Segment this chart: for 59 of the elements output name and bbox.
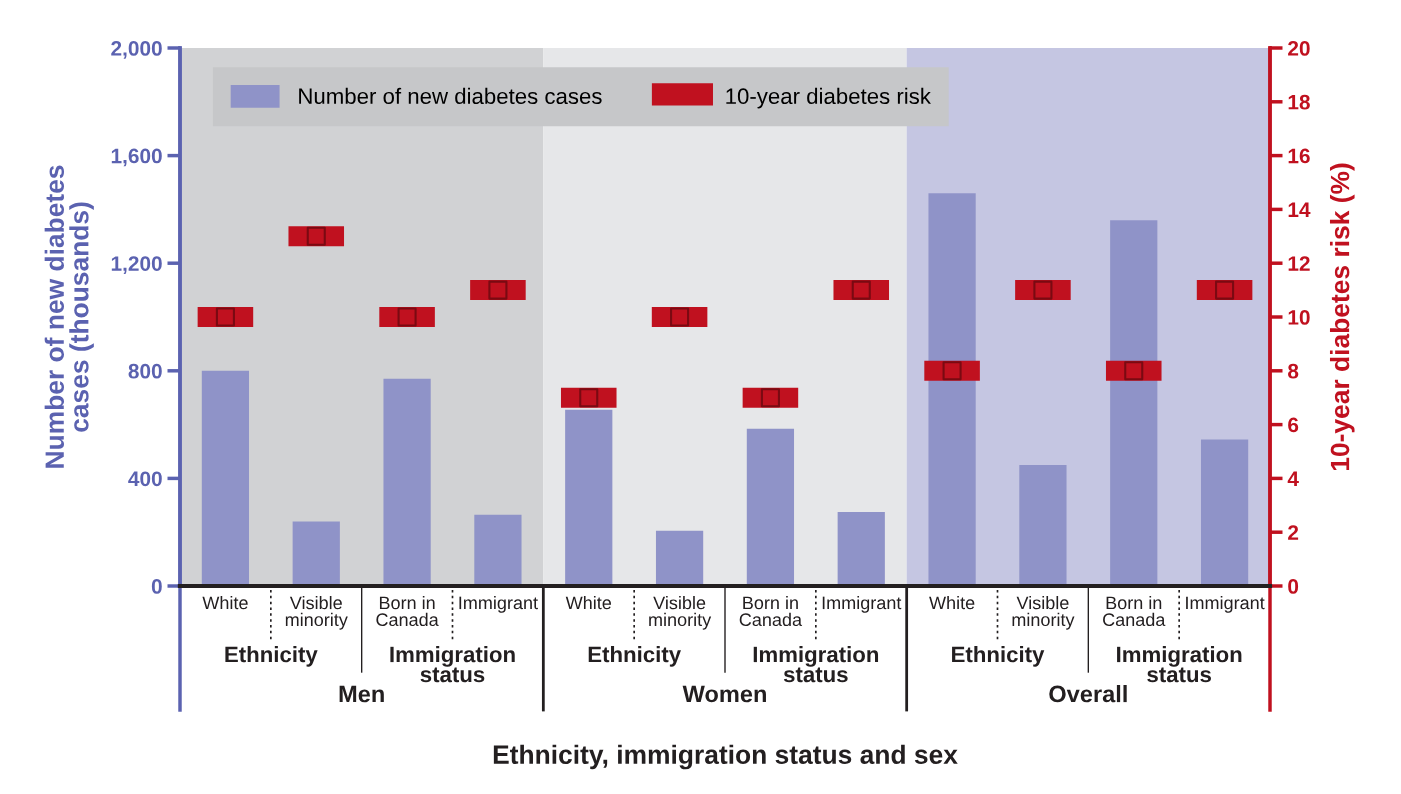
bar <box>474 514 522 586</box>
bar <box>292 521 340 586</box>
x-tick-label: Visible minority <box>649 596 712 630</box>
y2-tick-label: 16 <box>1288 148 1310 164</box>
bar <box>383 378 431 586</box>
y2-axis-title: 10-year diabetes risk (%) <box>1329 163 1355 471</box>
x-tick-label: White <box>202 596 248 610</box>
text: Immigration status <box>390 646 515 683</box>
x-tick-label: Immigrant <box>822 596 902 613</box>
y2-tick-label: 18 <box>1288 94 1310 110</box>
text: Overall <box>1049 684 1127 703</box>
x-tick-label: Visible minority <box>285 596 348 630</box>
x-tick-label: Born in Canada <box>1103 596 1166 627</box>
bar <box>746 428 795 586</box>
y-tick-label: 1,200 <box>111 256 162 274</box>
point <box>397 307 417 327</box>
x-tick-label: White <box>565 596 612 610</box>
y2-tick-label: 20 <box>1288 41 1310 56</box>
legend-label: 10-year diabetes risk <box>726 87 931 109</box>
bar <box>1200 439 1249 586</box>
x-tick-label: Born in Canada <box>739 596 803 627</box>
y2-tick-label: 10 <box>1288 310 1310 325</box>
text: Men <box>339 685 384 703</box>
bar <box>201 370 250 586</box>
y2-tick-label: 2 <box>1288 525 1299 540</box>
text: Ethnicity <box>588 646 681 667</box>
text: Immigration status <box>1117 646 1242 683</box>
x-tick-label: Visible minority <box>1012 596 1075 630</box>
y2-tick-label: 6 <box>1288 417 1299 433</box>
x-tick-label: Immigrant <box>1186 596 1265 613</box>
point <box>215 307 235 327</box>
text: Ethnicity <box>225 646 318 667</box>
y-tick-label: 400 <box>128 471 162 487</box>
x-tick-label: Born in Canada <box>376 596 439 627</box>
x-tick-label: Immigrant <box>459 596 538 613</box>
y2-tick-label: 14 <box>1288 202 1311 217</box>
text: Immigration status <box>753 646 879 683</box>
y2-tick-label: 12 <box>1288 256 1310 271</box>
bar <box>1019 464 1067 586</box>
y-tick-label: 800 <box>128 363 162 379</box>
y-tick-label: 2,000 <box>111 41 162 59</box>
y2-tick-label: 4 <box>1287 471 1299 486</box>
bar <box>837 512 885 586</box>
legend-label: Number of new diabetes cases <box>299 87 602 105</box>
text: Ethnicity <box>952 646 1045 667</box>
text: Women <box>682 685 766 703</box>
x-axis-title: Ethnicity, immigration status and sex <box>493 744 958 770</box>
y-tick-label: 0 <box>151 579 162 594</box>
point <box>851 280 871 300</box>
y-tick-label: 1,600 <box>111 148 162 167</box>
y-axis-title: Number of new diabetes cases (thousands) <box>44 165 94 468</box>
x-tick-label: White <box>929 596 975 610</box>
point <box>1215 280 1235 300</box>
point <box>488 280 508 300</box>
y2-tick-label: 0 <box>1288 579 1299 594</box>
point <box>670 307 690 327</box>
y2-tick-label: 8 <box>1288 363 1299 379</box>
point <box>1033 280 1053 300</box>
bar <box>655 530 704 586</box>
